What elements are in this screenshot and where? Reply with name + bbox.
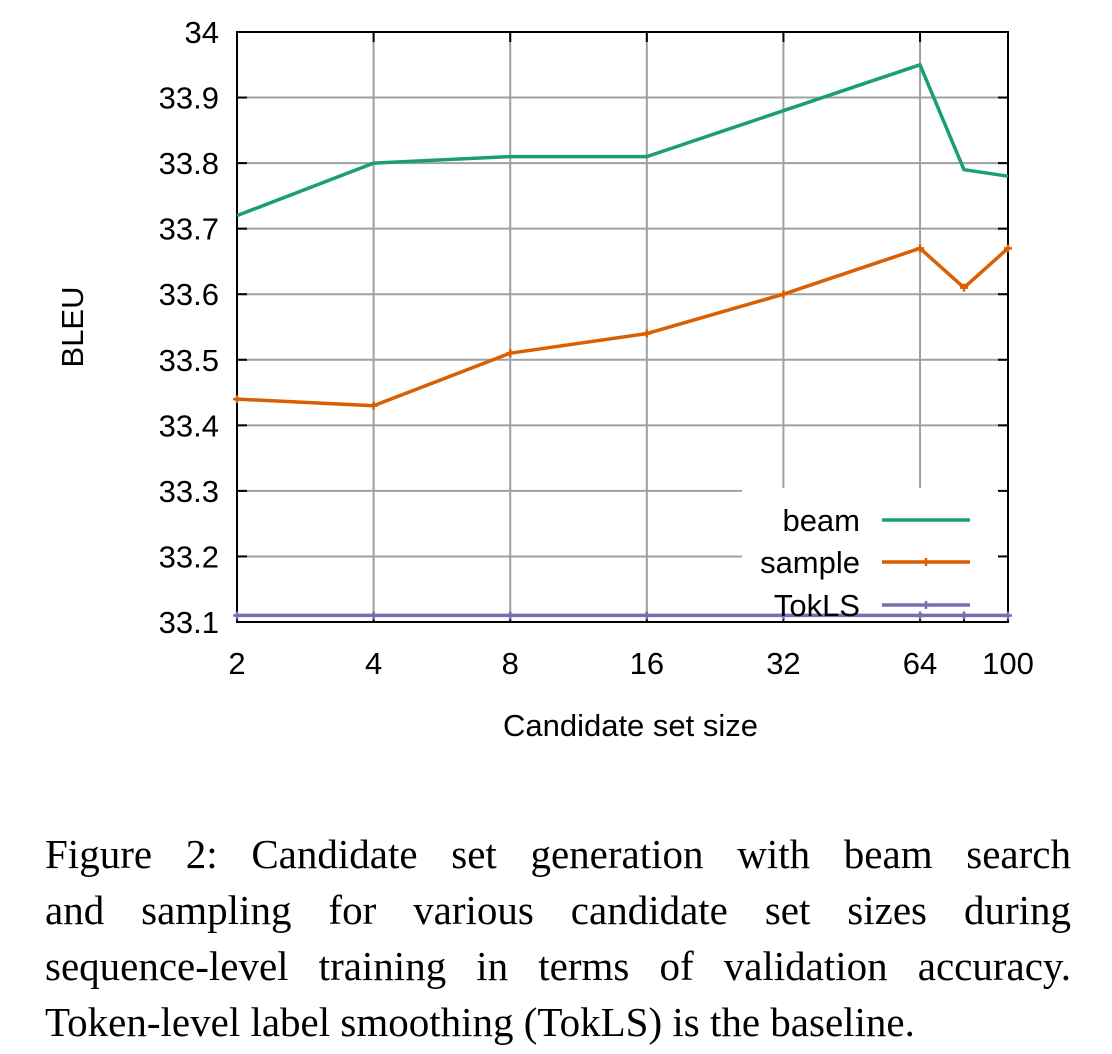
grid xyxy=(237,32,1008,622)
data-point-sample xyxy=(1004,244,1012,253)
data-point-tokls xyxy=(960,611,969,620)
legend: beam sample TokLS xyxy=(760,503,970,623)
y-tick-label: 33.5 xyxy=(159,343,219,378)
axis-labels: 33.1 33.2 33.3 33.4 33.5 33.6 33.7 33.8 33.9 34 2 4… xyxy=(55,15,1034,743)
x-tick-label: 16 xyxy=(630,646,664,681)
data-point-tokls xyxy=(916,611,925,620)
chart: beam sample TokLS 33.1 33.2 33.3 33.4 33.5 33.6… xyxy=(55,15,1034,743)
data-point-sample xyxy=(369,401,378,410)
x-tick-label: 8 xyxy=(502,646,519,681)
plot-frame xyxy=(236,31,1009,623)
figure-caption: Figure 2: Candidate set generation with … xyxy=(45,826,1071,1050)
y-tick-label: 33.9 xyxy=(159,81,219,116)
y-tick-label: 33.6 xyxy=(159,277,219,312)
caption-line-1: Figure 2: Candidate set generation with … xyxy=(45,831,1071,877)
data-point-sample xyxy=(960,283,969,292)
legend-label-tokls: TokLS xyxy=(774,588,860,623)
data-point-tokls xyxy=(779,611,788,620)
data-point-sample xyxy=(506,349,515,358)
x-tick-label: 4 xyxy=(365,646,382,681)
series-line-beam xyxy=(236,63,1009,218)
series-line-sample xyxy=(236,246,1010,408)
y-tick-label: 33.3 xyxy=(159,474,219,509)
series-group xyxy=(233,63,1012,620)
data-point-tokls xyxy=(506,611,515,620)
legend-background xyxy=(742,488,1006,612)
legend-marker-tokls xyxy=(922,601,930,609)
data-point-sample xyxy=(916,244,925,253)
caption-line-2: and sampling for various candidate set s… xyxy=(45,887,1071,933)
y-tick-label: 33.7 xyxy=(159,212,219,247)
data-point-sample xyxy=(779,290,788,299)
x-axis-title: Candidate set size xyxy=(503,708,758,743)
caption-line-4: Token-level label smoothing (TokLS) is t… xyxy=(45,999,915,1045)
x-tick-label: 100 xyxy=(982,646,1034,681)
y-tick-label: 33.1 xyxy=(159,605,219,640)
y-tick-label: 33.8 xyxy=(159,146,219,181)
data-point-tokls xyxy=(1004,611,1012,620)
data-point-tokls xyxy=(233,611,241,620)
x-tick-label: 2 xyxy=(228,646,245,681)
legend-label-beam: beam xyxy=(782,503,860,538)
data-point-sample xyxy=(642,329,651,338)
x-tick-label: 32 xyxy=(766,646,800,681)
data-point-tokls xyxy=(642,611,651,620)
data-point-sample xyxy=(233,395,241,404)
legend-label-sample: sample xyxy=(760,545,860,580)
y-axis-title: BLEU xyxy=(55,287,90,368)
legend-marker-sample xyxy=(922,558,930,566)
y-tick-label: 33.2 xyxy=(159,539,219,574)
y-tick-label: 33.4 xyxy=(159,408,219,443)
caption-line-3: sequence-level training in terms of vali… xyxy=(45,943,1071,989)
y-tick-label: 34 xyxy=(185,15,219,50)
data-point-tokls xyxy=(369,611,378,620)
x-tick-label: 64 xyxy=(903,646,937,681)
